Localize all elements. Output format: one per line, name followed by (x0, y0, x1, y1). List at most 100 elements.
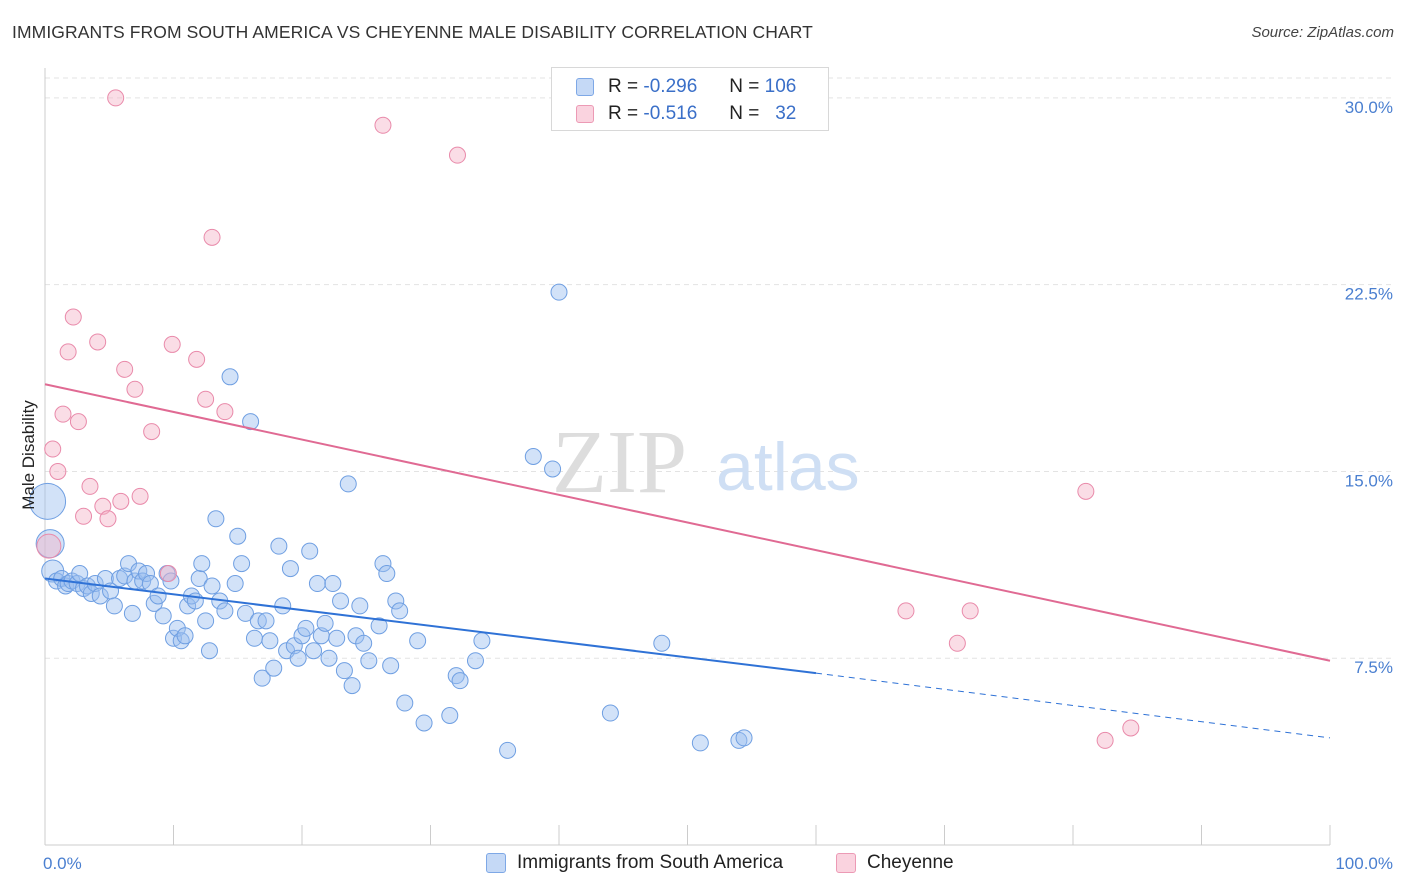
immigrants-point (29, 482, 67, 520)
immigrants-point (105, 597, 123, 615)
immigrants-point (216, 602, 234, 620)
immigrants-point (451, 672, 469, 690)
immigrants-point (190, 570, 208, 588)
immigrants-point (138, 565, 156, 583)
n-label: N = (729, 103, 760, 124)
immigrants-point (301, 542, 319, 560)
immigrants-point (253, 669, 271, 687)
r-label: R = (608, 103, 639, 124)
n-label: N = (729, 76, 760, 97)
immigrants-point (91, 587, 109, 605)
cheyenne-point (81, 477, 99, 495)
grid-lines (45, 77, 1393, 659)
cheyenne-point (374, 116, 392, 134)
immigrants-point (149, 587, 167, 605)
immigrants-point (176, 627, 194, 645)
immigrants-point (123, 604, 141, 622)
immigrants-point (339, 475, 357, 493)
immigrants-trend-line (44, 577, 817, 675)
immigrants-point (382, 657, 400, 675)
immigrants-point (270, 537, 288, 555)
legend-item-cheyenne: Cheyenne (836, 852, 954, 874)
immigrants-point (343, 677, 361, 695)
immigrants-point (229, 527, 247, 545)
immigrants-point (320, 649, 338, 667)
cheyenne-point (448, 146, 466, 164)
immigrants-point (601, 704, 619, 722)
data-points (29, 89, 1140, 759)
immigrants-point (281, 560, 299, 578)
immigrants-point (415, 714, 433, 732)
n-value: 32 (775, 103, 797, 124)
immigrants-point (297, 619, 315, 637)
cheyenne-point (188, 350, 206, 368)
immigrants-point (324, 575, 342, 593)
cheyenne-point (36, 533, 62, 559)
immigrants-point (328, 629, 346, 647)
immigrants-point (473, 632, 491, 650)
immigrants-point (499, 741, 517, 759)
cheyenne-trend-line (44, 383, 1331, 662)
cheyenne-point (89, 333, 107, 351)
legend-item-immigrants: Immigrants from South America (486, 852, 783, 874)
immigrants-point (653, 634, 671, 652)
immigrants-point (257, 612, 275, 630)
legend-label-immigrants: Immigrants from South America (517, 852, 784, 873)
tick-labels: 7.5% 15.0% 22.5% 30.0% 0.0% 100.0% (43, 98, 1393, 873)
stats-legend-row-pink: R = -0.516 N = 32 (576, 102, 796, 126)
axes (44, 68, 1331, 846)
immigrants-point (203, 577, 221, 595)
legend-label-cheyenne: Cheyenne (867, 852, 954, 873)
cheyenne-point (131, 487, 149, 505)
cheyenne-point (107, 89, 125, 107)
immigrants-point (370, 617, 388, 635)
immigrants-trend-extrapolation (815, 672, 1331, 739)
immigrants-point (200, 642, 218, 660)
watermark: ZIP atlas (552, 413, 860, 512)
immigrants-point (524, 448, 542, 465)
cheyenne-point (112, 492, 130, 510)
immigrants-point (193, 555, 211, 573)
y-axis-label: Male Disability (19, 400, 38, 510)
immigrants-point (378, 565, 396, 583)
y-tick-label: 7.5% (1354, 658, 1393, 677)
r-label: R = (608, 76, 639, 97)
cheyenne-point (69, 413, 87, 431)
immigrants-point (466, 652, 484, 670)
r-value: -0.296 (643, 76, 698, 97)
y-tick-label: 22.5% (1345, 285, 1393, 304)
immigrants-point (396, 694, 414, 712)
legend-swatch-pink (836, 853, 856, 873)
cheyenne-point (99, 510, 117, 528)
immigrants-point (387, 592, 405, 610)
chart-title: IMMIGRANTS FROM SOUTH AMERICA VS CHEYENN… (12, 22, 813, 42)
cheyenne-point (116, 360, 134, 378)
cheyenne-point (64, 308, 82, 326)
immigrants-point (154, 607, 172, 625)
immigrants-point (197, 612, 215, 630)
immigrants-point (360, 652, 378, 670)
immigrants-point (355, 634, 373, 652)
immigrants-point (391, 602, 409, 620)
stats-legend-row-blue: R = -0.296 N = 106 (576, 75, 796, 99)
cheyenne-point (54, 405, 72, 423)
cheyenne-point (94, 497, 112, 515)
immigrants-point (332, 592, 350, 610)
immigrants-point (550, 283, 568, 301)
immigrants-point (233, 555, 251, 573)
cheyenne-point (159, 565, 177, 583)
immigrants-point (544, 460, 562, 478)
stats-legend: R = -0.296 N = 106 R = -0.516 N = 32 (551, 67, 829, 131)
immigrants-point (441, 707, 459, 724)
legend-swatch-blue (486, 853, 506, 873)
trend-lines (44, 383, 1331, 739)
immigrants-point (409, 632, 427, 650)
r-value: -0.516 (643, 103, 698, 124)
immigrants-point (261, 632, 279, 650)
cheyenne-point (163, 335, 181, 353)
immigrants-point (274, 597, 292, 615)
cheyenne-point (59, 343, 77, 361)
cheyenne-point (75, 507, 93, 525)
pink-swatch (576, 105, 594, 123)
